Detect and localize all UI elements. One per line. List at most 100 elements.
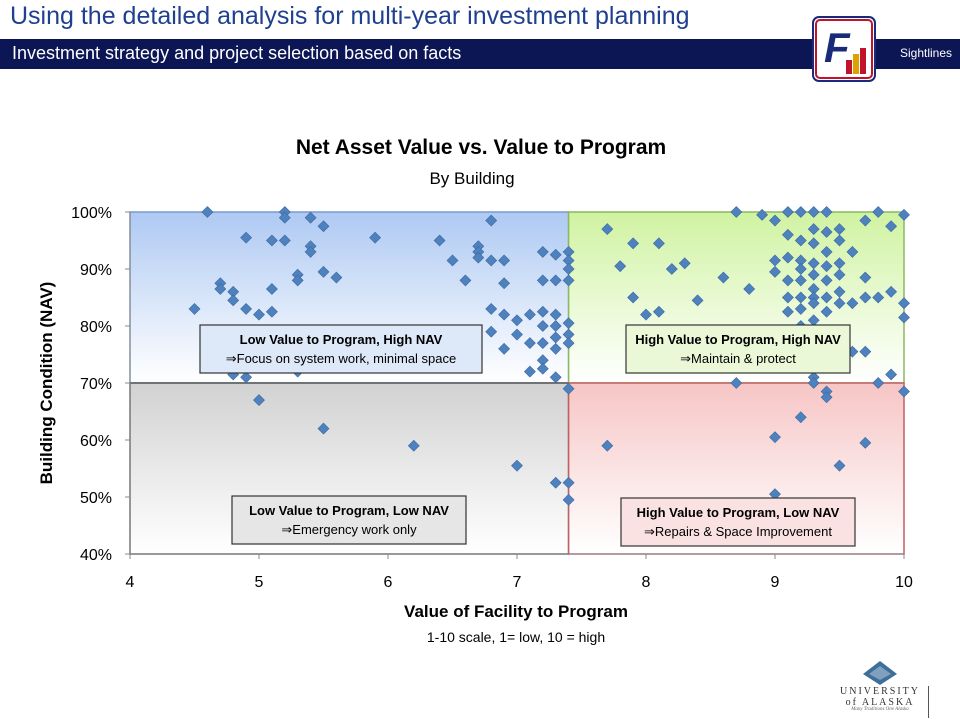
x-axis-sublabel: 1-10 scale, 1= low, 10 = high xyxy=(427,629,605,645)
data-point xyxy=(549,371,562,384)
data-point xyxy=(253,394,265,407)
data-point xyxy=(781,291,794,304)
data-point xyxy=(265,283,278,295)
data-point xyxy=(369,231,382,244)
data-point xyxy=(872,206,885,218)
data-point xyxy=(549,248,562,261)
data-point xyxy=(807,297,820,310)
data-point xyxy=(807,268,820,281)
data-point xyxy=(601,223,614,236)
data-point xyxy=(562,274,575,287)
data-point xyxy=(794,302,807,315)
brand-name: Sightlines xyxy=(899,46,952,60)
data-point xyxy=(536,274,549,287)
data-point xyxy=(807,206,820,218)
quadrant-label-box xyxy=(199,324,483,374)
data-point xyxy=(898,385,910,398)
data-point xyxy=(781,206,794,218)
data-point xyxy=(898,311,910,324)
data-point xyxy=(652,237,665,250)
data-point xyxy=(265,234,278,247)
y-tick-label: 80% xyxy=(80,319,112,336)
x-tick-label: 9 xyxy=(771,574,780,591)
data-point xyxy=(833,459,846,472)
data-point xyxy=(472,251,485,264)
data-point xyxy=(511,459,523,472)
data-point xyxy=(214,283,227,295)
data-point xyxy=(317,220,330,233)
x-tick-label: 4 xyxy=(126,574,135,591)
x-tick-label: 10 xyxy=(895,574,913,591)
data-point xyxy=(317,422,330,435)
ua-tagline: Many Traditions One Alaska xyxy=(851,707,909,712)
data-point xyxy=(265,305,278,318)
slide-title: Using the detailed analysis for multi-ye… xyxy=(10,2,690,30)
data-point xyxy=(665,263,678,275)
data-point xyxy=(859,291,872,304)
data-point xyxy=(807,377,820,389)
data-point xyxy=(794,411,807,424)
data-point xyxy=(769,214,781,227)
data-point xyxy=(536,362,549,375)
data-point xyxy=(536,337,549,350)
ua-name: UNIVERSITY of ALASKA xyxy=(840,686,920,708)
data-point xyxy=(511,314,523,327)
data-point xyxy=(523,337,536,350)
data-point xyxy=(562,493,575,506)
ua-divider xyxy=(928,686,929,718)
quadrant-action: ⇒Repairs & Space Improvement xyxy=(644,524,832,539)
data-point xyxy=(562,382,575,395)
data-point xyxy=(769,431,781,444)
data-point xyxy=(859,436,872,449)
data-point xyxy=(549,342,562,355)
y-axis-label: Building Condition (NAV) xyxy=(37,282,56,485)
data-point xyxy=(227,294,240,307)
y-tick-label: 90% xyxy=(80,262,112,279)
data-point xyxy=(627,237,640,250)
data-point xyxy=(846,297,859,310)
quadrant-label-bottom-right: High Value to Program, Low NAV ⇒Repairs &… xyxy=(620,497,856,547)
data-point xyxy=(498,342,511,355)
quadrant-action: ⇒Focus on system work, minimal space xyxy=(226,351,457,366)
y-tick-label: 50% xyxy=(80,490,112,507)
data-point xyxy=(330,271,343,284)
data-point xyxy=(459,274,472,287)
y-tick-label: 70% xyxy=(80,376,112,393)
data-point xyxy=(627,291,640,304)
quadrant-label-box xyxy=(620,497,856,547)
data-point xyxy=(601,439,614,452)
data-point xyxy=(820,245,833,258)
data-point xyxy=(253,308,265,321)
data-point xyxy=(511,328,523,341)
data-point xyxy=(743,283,756,295)
quadrant-title: High Value to Program, High NAV xyxy=(635,332,841,347)
data-point xyxy=(859,214,872,227)
data-point xyxy=(485,325,498,338)
data-point xyxy=(717,271,730,284)
university-logo: UNIVERSITY of ALASKA Many Traditions One… xyxy=(836,660,936,718)
data-point xyxy=(188,302,201,315)
y-tick-label: 100% xyxy=(71,205,112,222)
data-point xyxy=(833,297,846,310)
quadrant-title: Low Value to Program, Low NAV xyxy=(249,503,449,518)
data-point xyxy=(820,391,833,404)
data-point xyxy=(794,206,807,218)
data-point xyxy=(278,211,291,224)
quadrant-title: Low Value to Program, High NAV xyxy=(240,332,443,347)
data-point xyxy=(278,234,291,247)
x-tick-label: 5 xyxy=(255,574,264,591)
data-point xyxy=(872,291,885,304)
data-point xyxy=(240,302,253,315)
data-point xyxy=(820,226,833,238)
data-point xyxy=(485,302,498,315)
quadrant-action: ⇒Emergency work only xyxy=(281,522,417,537)
data-point xyxy=(846,245,859,258)
data-point xyxy=(640,308,652,321)
data-point xyxy=(833,234,846,247)
data-point xyxy=(498,254,511,267)
quadrant-label-box xyxy=(625,324,851,374)
data-point xyxy=(201,206,214,218)
y-tick-label: 60% xyxy=(80,433,112,450)
x-axis-label: Value of Facility to Program xyxy=(404,602,628,621)
